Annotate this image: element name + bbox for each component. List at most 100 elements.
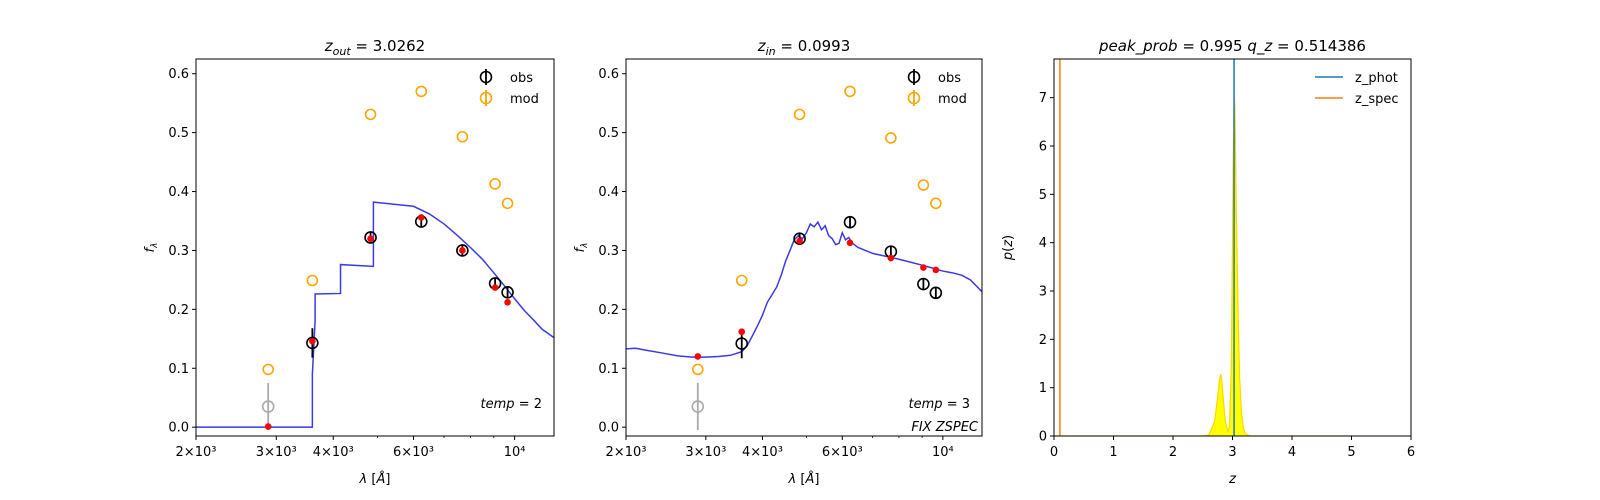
- mod-point: [415, 85, 428, 98]
- fit-point: [264, 423, 272, 430]
- fit-point: [459, 247, 466, 254]
- obs-point: [306, 336, 319, 350]
- legend-label: mod: [938, 92, 967, 107]
- x-tick-label: 2×10³: [606, 445, 647, 460]
- x-tick-label: 5: [1347, 445, 1355, 460]
- obs-point: [456, 244, 469, 257]
- fit-point: [491, 284, 499, 291]
- obs-point: [735, 337, 749, 350]
- legend-label: z_spec: [1355, 92, 1399, 107]
- fit-point: [694, 353, 702, 360]
- plot-area: [1054, 59, 1352, 436]
- legend: z_phot z_spec: [1315, 71, 1399, 107]
- y-tick-label: 0.2: [598, 303, 619, 318]
- y-tick-label: 0.3: [168, 244, 189, 259]
- obs-point: [929, 286, 943, 300]
- mod-point: [917, 179, 930, 191]
- x-tick-label: 6: [1407, 445, 1415, 460]
- panel-title: zout = 3.0262: [324, 37, 425, 58]
- obs-point: [261, 400, 275, 413]
- model-sed-line: [196, 201, 554, 428]
- y-tick-label: 0.1: [168, 362, 189, 377]
- x-tick-label: 3: [1228, 445, 1236, 460]
- legend-label: z_phot: [1355, 71, 1398, 86]
- pdf-fill: [1054, 95, 1352, 436]
- pdf-line: [1054, 95, 1352, 436]
- y-tick-label: 5: [1039, 188, 1047, 203]
- mod-point: [501, 197, 514, 210]
- y-tick-label: 7: [1039, 91, 1047, 106]
- x-tick-label: 3×10³: [685, 445, 726, 460]
- fit-point: [309, 337, 316, 345]
- y-tick-label: 0.6: [168, 67, 189, 82]
- x-tick-label: 4: [1288, 445, 1296, 460]
- mod-point: [735, 274, 748, 287]
- legend-label: mod: [510, 92, 539, 107]
- x-axis-label: λ [Å]: [788, 471, 820, 487]
- legend: obs mod: [479, 69, 539, 107]
- x-axis-label: λ [Å]: [359, 471, 391, 487]
- mod-point: [489, 178, 501, 190]
- x-tick-label: 1: [1109, 445, 1117, 460]
- fit-point: [846, 239, 854, 247]
- x-tick-label: 6×10³: [822, 445, 863, 460]
- y-tick-label: 0.1: [598, 362, 619, 377]
- y-tick-label: 0.6: [598, 67, 619, 82]
- fit-point: [920, 264, 927, 271]
- y-axis-label: p(z): [1001, 235, 1016, 261]
- mod-point: [691, 363, 704, 376]
- mod-point: [930, 197, 942, 210]
- y-axis-label: fλ: [573, 243, 590, 253]
- y-tick-label: 2: [1039, 333, 1047, 348]
- mod-point: [793, 108, 806, 121]
- y-tick-label: 3: [1039, 285, 1047, 300]
- y-axis-label: fλ: [143, 243, 160, 253]
- x-axis-label: z: [1228, 472, 1237, 487]
- fit-point: [504, 298, 511, 306]
- pz-panel: 0 1 2 3 4 5 6 0 1 2 3 4 5 6 7 peak_prob = 0.995 q_z = 0…: [1001, 37, 1415, 487]
- mod-point: [844, 85, 856, 98]
- x-tick-label: 6×10³: [393, 445, 434, 460]
- y-tick-label: 4: [1039, 236, 1047, 251]
- x-tick-label: 0: [1050, 445, 1058, 460]
- y-tick-label: 6: [1039, 140, 1047, 155]
- model-sed-line: [626, 220, 982, 358]
- template-annotation: temp = 2: [481, 397, 542, 412]
- fit-point: [738, 328, 746, 336]
- legend: obs mod: [907, 69, 967, 107]
- fit-point: [932, 266, 940, 274]
- plot-area: [196, 85, 554, 431]
- mod-point: [262, 363, 274, 376]
- y-tick-label: 0.4: [168, 185, 189, 200]
- y-tick-label: 1: [1039, 381, 1047, 396]
- x-tick-label: 3×10³: [256, 445, 297, 460]
- x-tick-label: 4×10³: [742, 445, 783, 460]
- fit-point: [417, 214, 425, 221]
- plot-area: [626, 85, 982, 431]
- fix-zspec-annotation: FIX ZSPEC: [911, 420, 979, 435]
- obs-point: [364, 231, 377, 244]
- panel-title: peak_prob = 0.995 q_z = 0.514386: [1098, 37, 1366, 56]
- x-tick-label: 2×10³: [176, 445, 217, 460]
- obs-point: [691, 400, 705, 413]
- y-tick-label: 0.4: [598, 185, 619, 200]
- sed-panel-zin: 2×10³ 3×10³ 4×10³ 6×10³ 10⁴ 0.0 0.1 0.2 0.3 0.4 0.…: [573, 37, 983, 487]
- y-tick-label: 0: [1039, 430, 1047, 445]
- x-tick-label: 2: [1169, 445, 1177, 460]
- obs-point: [843, 215, 857, 229]
- obs-point: [501, 285, 514, 299]
- legend-label: obs: [510, 71, 533, 86]
- legend-label: obs: [938, 71, 961, 86]
- panel-title: zin = 0.0993: [757, 37, 851, 58]
- template-annotation: temp = 3: [909, 397, 970, 412]
- y-tick-label: 0.0: [168, 421, 189, 436]
- mod-point: [364, 108, 377, 121]
- y-tick-label: 0.5: [168, 126, 189, 141]
- y-tick-label: 0.5: [598, 126, 619, 141]
- fit-point: [796, 237, 803, 245]
- mod-point: [885, 132, 897, 144]
- axes-frame: [195, 58, 555, 437]
- fit-point: [367, 235, 374, 242]
- x-tick-label: 10⁴: [504, 445, 526, 460]
